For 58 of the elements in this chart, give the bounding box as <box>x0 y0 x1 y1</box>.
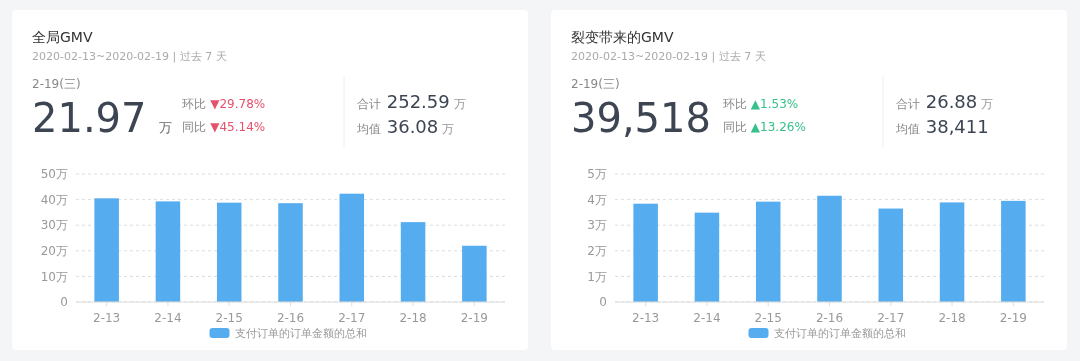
legend-label: 支付订单的订单金额的总和 <box>773 326 906 340</box>
text: 21.97 万 <box>32 95 172 141</box>
chart-subtitle: 2020-02-13~2020-02-19 | 过去 7 天 <box>571 50 766 63</box>
text: 环比 ▲1.53% <box>723 97 799 111</box>
x-tick-label: 2-16 <box>815 311 844 326</box>
x-tick-label: 2-15 <box>754 311 782 326</box>
x-tick-label: 2-14 <box>154 311 182 326</box>
bar <box>400 222 426 302</box>
y-tick-label: 5万 <box>587 167 607 182</box>
x-tick-label: 2-15 <box>215 311 243 326</box>
bar <box>633 203 658 302</box>
x-tick-label: 2-18 <box>399 311 427 326</box>
bar <box>817 195 842 302</box>
bar <box>94 198 119 302</box>
text: 同比 ▼45.14% <box>182 120 266 134</box>
chart-subtitle: 2020-02-13~2020-02-19 | 过去 7 天 <box>32 50 227 63</box>
text: 2-19(三) <box>571 77 620 91</box>
y-tick-label: 40万 <box>40 192 68 207</box>
bar <box>339 193 365 302</box>
text: 39,518 <box>571 95 711 141</box>
x-tick-label: 2-17 <box>877 311 905 326</box>
text: 同比 ▲13.26% <box>723 120 806 134</box>
text: 合计 252.59 万 <box>357 91 466 112</box>
y-tick-label: 3万 <box>587 218 607 233</box>
x-tick-label: 2-13 <box>632 311 660 326</box>
x-tick-label: 2-14 <box>693 311 721 326</box>
y-tick-label: 10万 <box>40 269 68 284</box>
x-tick-label: 2-17 <box>338 311 366 326</box>
x-tick-label: 2-16 <box>276 311 305 326</box>
bar <box>939 202 965 302</box>
chart-title: 全局GMV <box>32 29 93 45</box>
bar <box>278 203 303 302</box>
y-tick-label: 2万 <box>587 244 607 258</box>
legend-label: 支付订单的订单金额的总和 <box>234 326 367 340</box>
y-tick-label: 4万 <box>587 192 607 207</box>
text: 环比 ▼29.78% <box>182 97 266 111</box>
bar <box>462 245 487 302</box>
bar <box>216 202 242 302</box>
bar <box>1001 200 1026 302</box>
chart-title: 裂变带来的GMV <box>571 29 674 45</box>
text: 2-19(三) <box>32 77 81 91</box>
y-tick-label: 1万 <box>587 269 607 284</box>
text: 均值 36.08 万 <box>356 116 455 137</box>
y-tick-label: 0 <box>60 295 68 310</box>
bar <box>155 201 181 302</box>
x-tick-label: 2-19 <box>460 311 488 326</box>
x-tick-label: 2-18 <box>938 311 966 326</box>
bar <box>694 212 720 302</box>
y-tick-label: 50万 <box>40 167 68 182</box>
y-tick-label: 30万 <box>40 218 68 233</box>
x-tick-label: 2-19 <box>999 311 1027 326</box>
y-tick-label: 20万 <box>40 244 68 258</box>
bar <box>755 201 781 302</box>
text: 合计 26.88 万 <box>896 91 994 112</box>
bar <box>878 208 904 302</box>
x-tick-label: 2-13 <box>93 311 121 326</box>
y-tick-label: 0 <box>599 295 607 310</box>
text: 均值 38,411 <box>895 116 989 137</box>
